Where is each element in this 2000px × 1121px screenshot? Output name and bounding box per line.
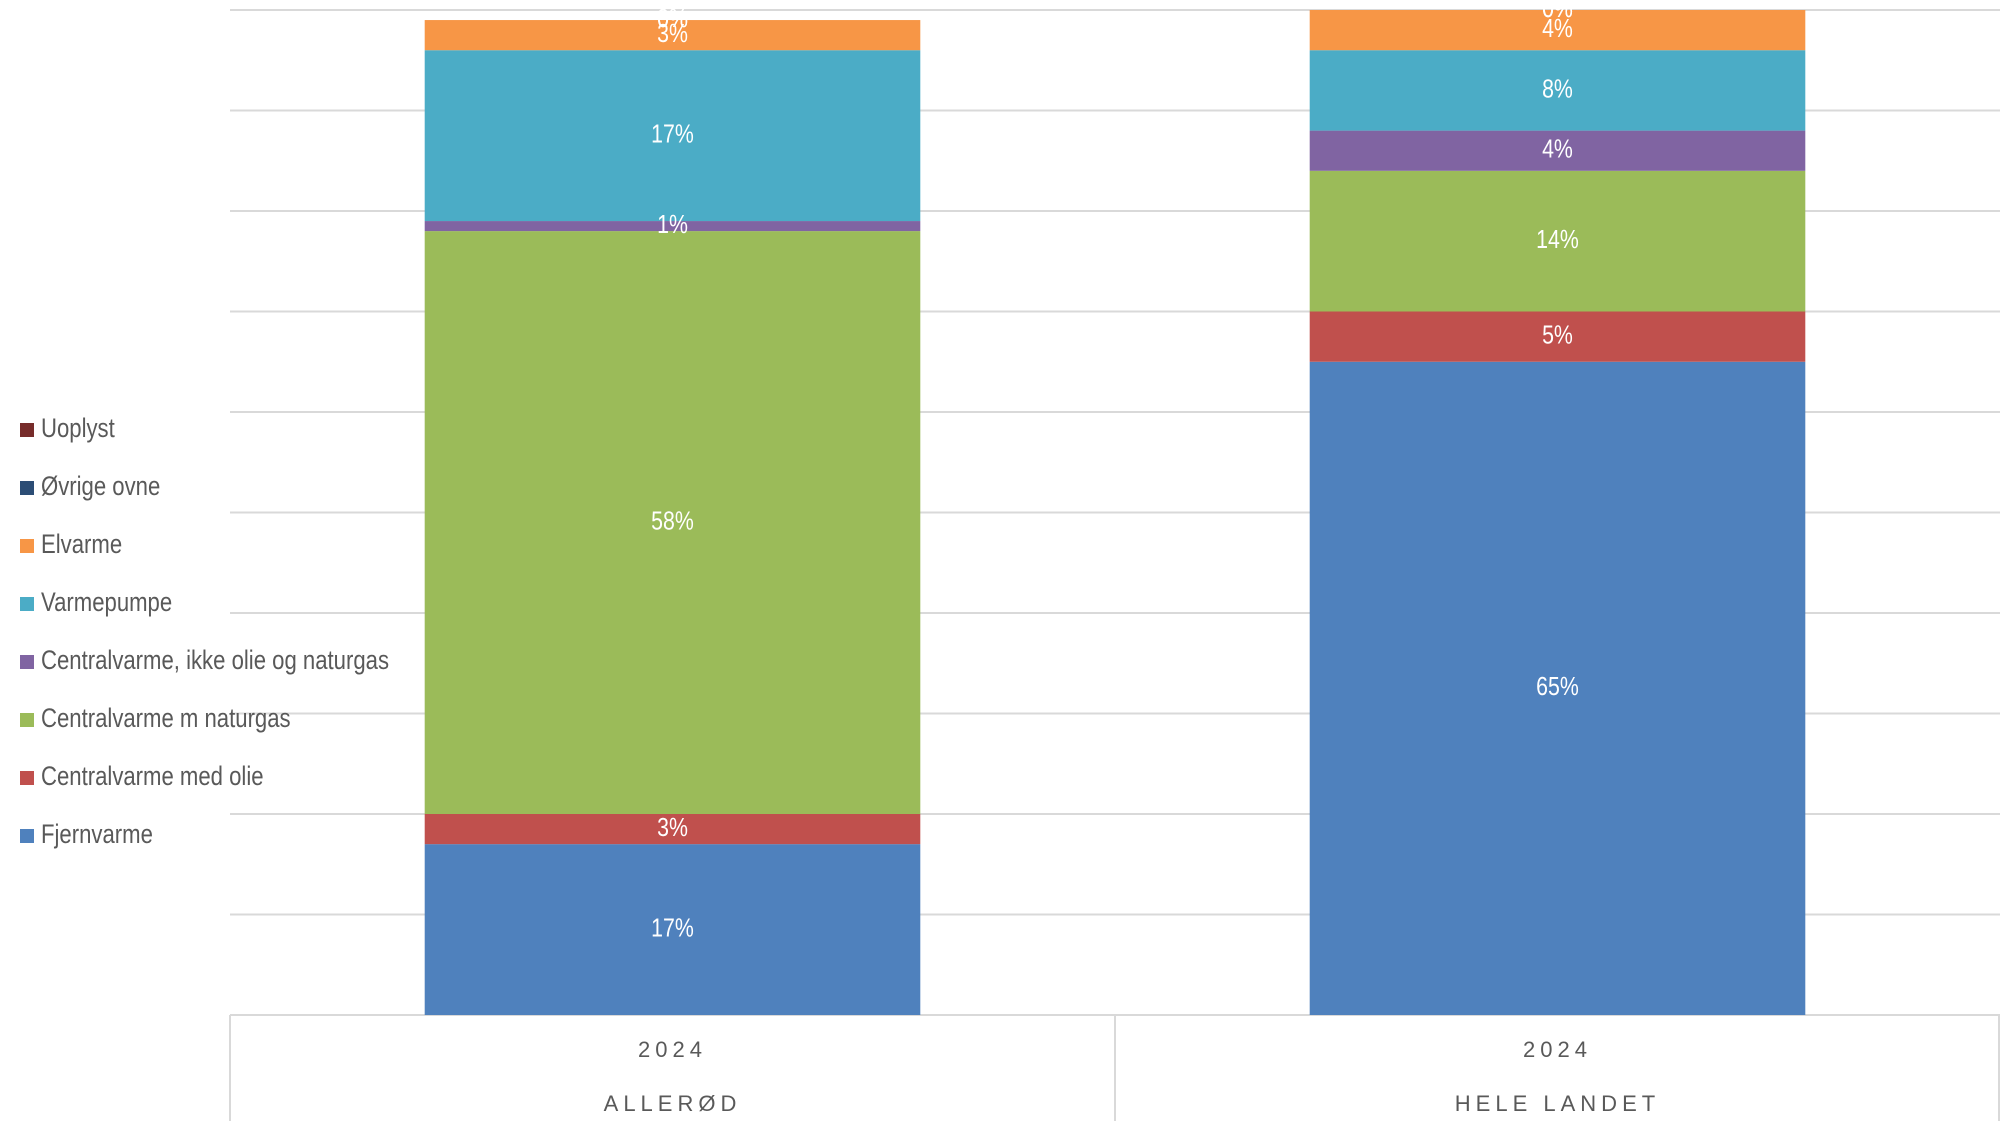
- bar-segment: [1309, 130, 1806, 171]
- legend-swatch: [20, 713, 34, 727]
- legend-swatch: [20, 481, 34, 495]
- data-label: 4%: [1542, 135, 1573, 165]
- data-label: 3%: [657, 813, 688, 843]
- group-label: ALLERØD: [604, 1091, 742, 1116]
- bar-segment: [424, 221, 921, 232]
- data-label: 0%: [657, 4, 688, 34]
- bar-segment: [424, 20, 921, 51]
- legend-swatch: [20, 539, 34, 553]
- legend-label: Øvrige ovne: [41, 472, 160, 502]
- legend-label: Centralvarme, ikke olie og naturgas: [41, 646, 389, 676]
- bar-segment: [1309, 10, 1806, 51]
- bar-segment: [424, 50, 921, 222]
- legend-swatch: [20, 655, 34, 669]
- legend-label: Centralvarme m naturgas: [41, 704, 291, 734]
- data-label: 5%: [1542, 321, 1573, 351]
- data-label: 3%: [657, 19, 688, 49]
- group-label: HELE LANDET: [1455, 1091, 1660, 1116]
- data-label: 1%: [657, 210, 688, 240]
- data-label: 0%: [1542, 0, 1573, 23]
- data-label: 0%: [657, 4, 688, 34]
- data-label: 8%: [1542, 74, 1573, 104]
- x-tick-label: 2024: [1523, 1037, 1592, 1062]
- x-tick-label: 2024: [638, 1037, 707, 1062]
- data-label: 65%: [1536, 672, 1579, 702]
- bar-segment: [1309, 311, 1806, 362]
- data-label: 4%: [1542, 14, 1573, 44]
- bar-segment: [424, 231, 921, 815]
- legend-swatch: [20, 829, 34, 843]
- data-label: 17%: [651, 120, 694, 150]
- bar-segment: [1309, 50, 1806, 131]
- bar-segment: [1309, 170, 1806, 312]
- legend-label: Centralvarme med olie: [41, 762, 264, 792]
- bar-segment: [424, 844, 921, 1015]
- data-label: 17%: [651, 913, 694, 943]
- legend-label: Varmepumpe: [41, 588, 172, 618]
- bar-segment: [1309, 361, 1806, 1015]
- legend-swatch: [20, 771, 34, 785]
- data-label: 58%: [651, 506, 694, 536]
- legend-swatch: [20, 597, 34, 611]
- legend-label: Uoplyst: [41, 414, 115, 444]
- bar-segment: [424, 814, 921, 845]
- legend-swatch: [20, 423, 34, 437]
- legend-label: Fjernvarme: [41, 820, 153, 850]
- data-label: 14%: [1536, 225, 1579, 255]
- data-label: 0%: [1542, 0, 1573, 23]
- legend-label: Elvarme: [41, 530, 122, 560]
